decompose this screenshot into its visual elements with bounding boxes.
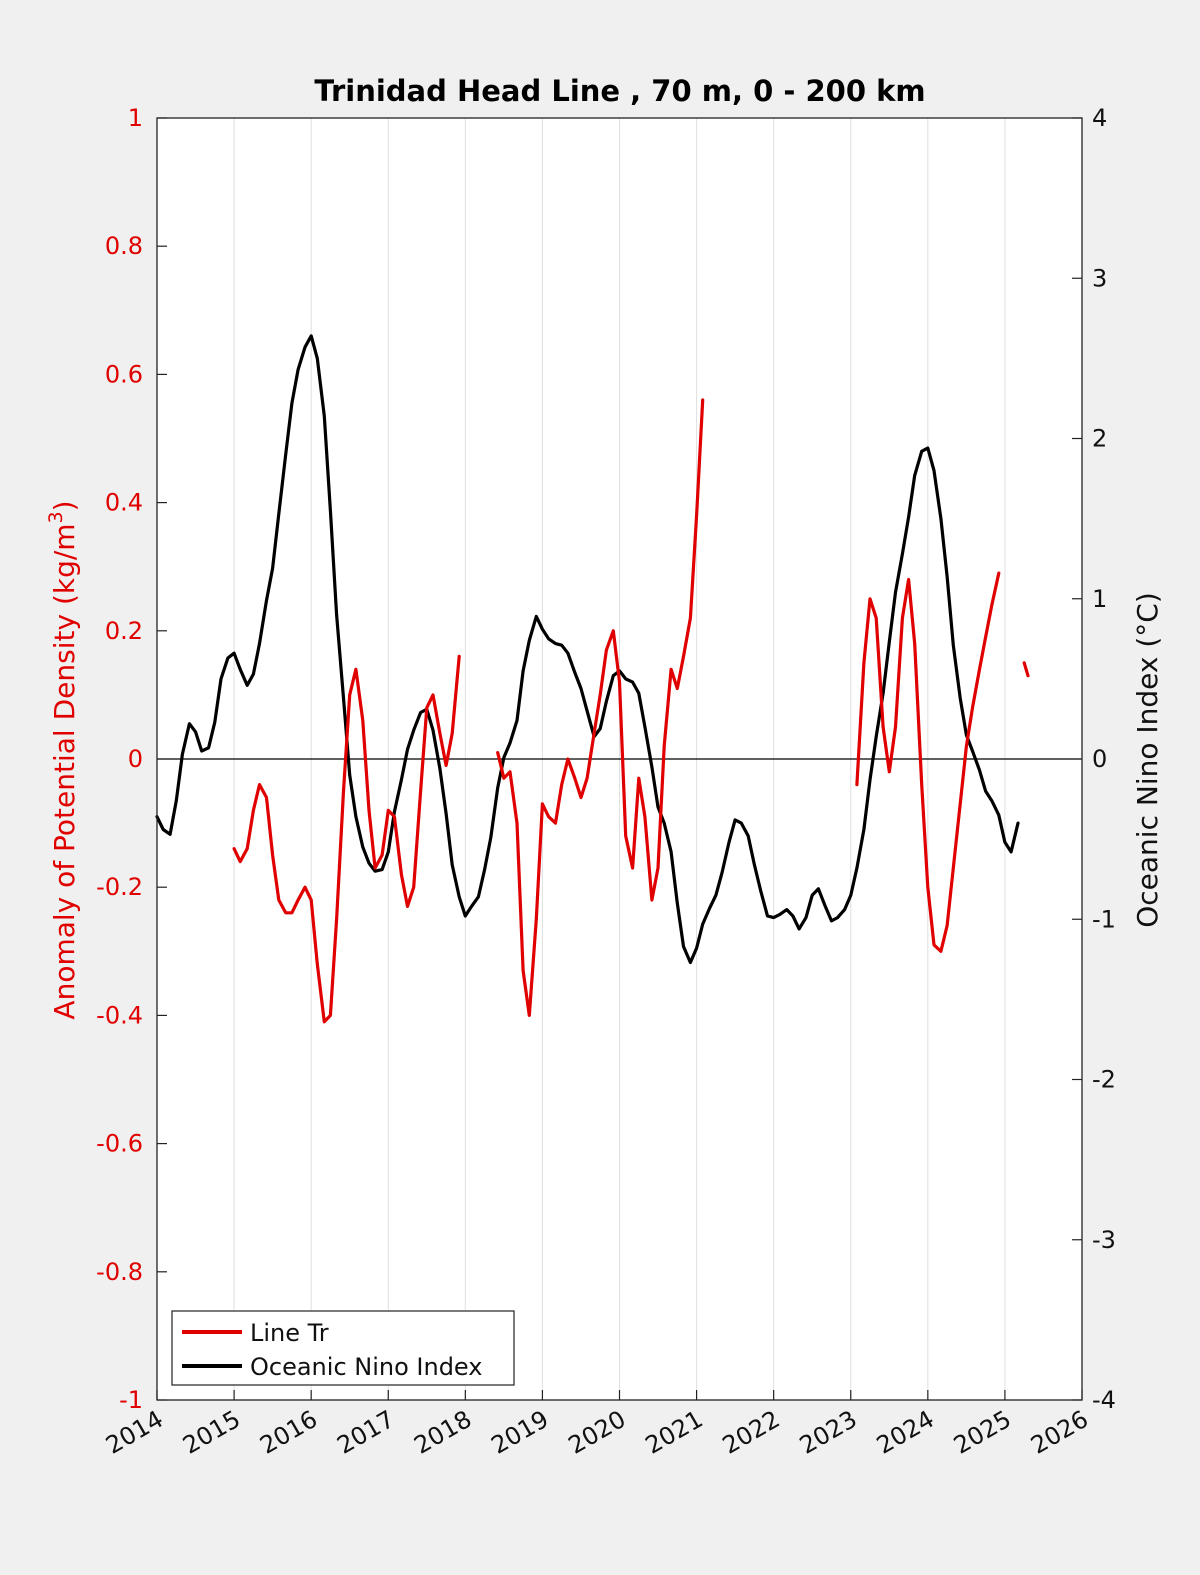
x-tick-label: 2026 <box>1026 1405 1093 1460</box>
series-line-line-tr <box>496 398 705 1017</box>
right-tick-label: -4 <box>1092 1386 1116 1414</box>
legend: Line Tr Oceanic Nino Index <box>171 1310 515 1386</box>
x-tick-label: 2015 <box>178 1405 245 1460</box>
series-line-oceanic-nino-index <box>155 334 1020 965</box>
x-tick-label: 2021 <box>641 1405 708 1460</box>
left-axis-label-close: ) <box>48 500 81 511</box>
right-tick-label: 0 <box>1092 745 1107 773</box>
right-tick-label: 2 <box>1092 425 1107 453</box>
left-tick-label: 1 <box>128 104 143 132</box>
left-tick-label: -1 <box>119 1386 143 1414</box>
series-line-line-tr <box>232 654 461 1024</box>
x-tick-label: 2024 <box>872 1405 939 1460</box>
x-tick-label: 2019 <box>487 1405 554 1460</box>
x-tick-label: 2016 <box>255 1405 322 1460</box>
left-axis-label-main: Anomaly of Potential Density (kg/m <box>48 523 81 1019</box>
left-tick-label: -0.2 <box>96 873 143 901</box>
right-tick-label: -1 <box>1092 905 1116 933</box>
left-tick-label: -0.6 <box>96 1130 143 1158</box>
x-tick-label: 2018 <box>409 1405 476 1460</box>
series-line-line-tr <box>855 571 1001 953</box>
right-axis-label: Oceanic Nino Index (°C) <box>1131 592 1164 928</box>
left-tick-label: -0.4 <box>96 1001 143 1029</box>
right-axis-ticks: -4 -3 -2 -1 0 1 2 3 4 <box>1072 104 1116 1414</box>
chart-title: Trinidad Head Line , 70 m, 0 - 200 km <box>314 74 925 108</box>
left-tick-label: 0.8 <box>105 232 143 260</box>
left-tick-label: 0 <box>128 745 143 773</box>
right-tick-label: -2 <box>1092 1066 1116 1094</box>
left-axis-label: Anomaly of Potential Density (kg/m3) <box>45 500 81 1019</box>
legend-label-line-tr: Line Tr <box>250 1319 329 1347</box>
legend-label-oni: Oceanic Nino Index <box>250 1353 482 1381</box>
left-tick-label: 0.4 <box>105 489 143 517</box>
x-tick-label: 2017 <box>332 1405 399 1460</box>
right-tick-label: 1 <box>1092 585 1107 613</box>
x-tick-label: 2025 <box>949 1405 1016 1460</box>
x-tick-label: 2022 <box>718 1405 785 1460</box>
left-tick-label: 0.2 <box>105 617 143 645</box>
x-tick-label: 2020 <box>564 1405 631 1460</box>
left-tick-label: -0.8 <box>96 1258 143 1286</box>
series-layer <box>155 334 1030 1024</box>
right-tick-label: -3 <box>1092 1226 1116 1254</box>
series-line-line-tr <box>1022 661 1030 678</box>
right-tick-label: 4 <box>1092 104 1107 132</box>
left-axis-label-superscript: 3 <box>45 511 67 523</box>
right-tick-label: 3 <box>1092 264 1107 292</box>
left-tick-label: 0.6 <box>105 360 143 388</box>
legend-box <box>171 1310 515 1386</box>
x-tick-label: 2023 <box>795 1405 862 1460</box>
left-axis-ticks: -1 -0.8 -0.6 -0.4 -0.2 0 0.2 0.4 0.6 0.8 1 <box>96 104 167 1414</box>
